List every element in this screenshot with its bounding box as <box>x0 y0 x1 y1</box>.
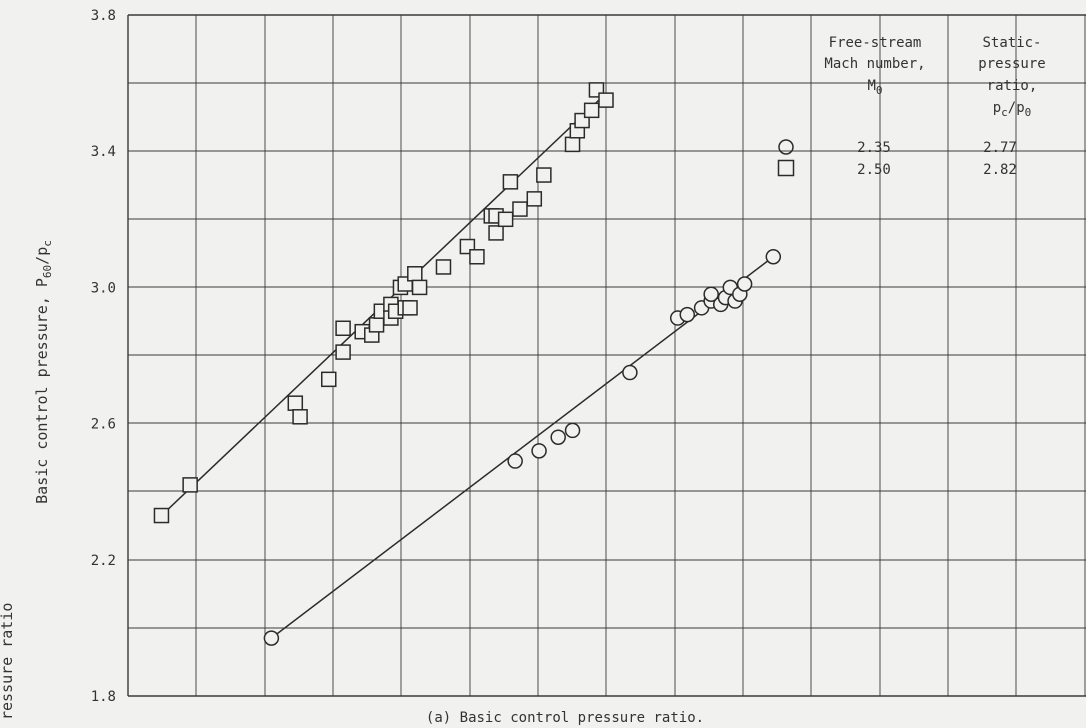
y-tick-label: 1.8 <box>91 689 116 705</box>
y-axis-title-main: Basic control pressure, P <box>33 278 51 504</box>
square-point <box>335 344 351 360</box>
circle-point <box>263 630 280 646</box>
y-tick-label: 2.2 <box>91 553 116 569</box>
grid <box>127 14 1086 697</box>
square-point <box>368 317 385 333</box>
legend-col1-symbol-main: M <box>867 78 875 94</box>
cut-axis-label: ressure ratio <box>0 603 16 720</box>
legend-col2-symbol: pc/p0 <box>993 100 1032 119</box>
square-point <box>182 477 198 493</box>
square-point <box>402 300 418 316</box>
square-point <box>321 371 337 388</box>
square-point <box>583 102 600 119</box>
legend-col2-symbol-slash: /p <box>1008 100 1025 116</box>
square-point <box>153 507 170 524</box>
square-point <box>292 409 308 425</box>
circle-point <box>550 429 566 445</box>
square-point <box>469 249 485 265</box>
legend-ratio-1: 2.77 <box>983 140 1017 156</box>
circle-point <box>531 443 547 459</box>
y-axis-title-sub2: c <box>41 240 54 247</box>
circle-point <box>622 364 638 381</box>
legend-mach-1: 2.35 <box>857 140 891 156</box>
circle-point <box>507 453 523 469</box>
y-tick-label: 3.8 <box>91 8 116 24</box>
square-point <box>411 279 428 296</box>
square-point <box>497 211 514 228</box>
circle-point <box>679 306 696 323</box>
square-point <box>536 167 552 183</box>
y-axis-title-mid: /p <box>33 247 51 265</box>
square-point <box>435 259 452 275</box>
legend-col2-line3: ratio, <box>987 78 1038 94</box>
y-tick-label: 3.4 <box>91 144 116 160</box>
square-point <box>512 201 528 217</box>
legend-col1-symbol: M0 <box>867 78 882 97</box>
fit-lines <box>160 92 774 639</box>
legend: Free-stream Mach number, M0 Static- pres… <box>777 35 1046 178</box>
legend-col2-line2: pressure <box>978 56 1045 72</box>
square-point <box>564 136 581 153</box>
legend-circle-marker <box>778 139 794 155</box>
circle-point <box>736 276 753 292</box>
chart-caption: (a) Basic control pressure ratio. <box>426 710 704 726</box>
circle-point <box>765 249 782 265</box>
square-point <box>488 225 504 241</box>
y-tick-label: 2.6 <box>91 417 116 433</box>
square-point <box>287 395 304 411</box>
legend-col1-line2: Mach number, <box>824 56 925 72</box>
square-point <box>502 174 519 190</box>
y-axis-title: Basic control pressure, P60/pc <box>33 240 54 504</box>
legend-col2-symbol-p: p <box>993 100 1001 116</box>
y-tick-label: 3.0 <box>91 280 116 296</box>
square-point <box>526 191 543 207</box>
y-ticks: 1.8 2.2 2.6 3.0 3.4 3.8 <box>91 8 116 705</box>
circle-point <box>564 422 581 439</box>
legend-ratio-2: 2.82 <box>983 162 1017 178</box>
legend-col2-symbol-0: 0 <box>1025 106 1032 119</box>
legend-mach-2: 2.50 <box>857 162 891 178</box>
legend-col1-symbol-sub: 0 <box>876 84 883 97</box>
square-point <box>407 266 423 282</box>
legend-square-marker <box>777 159 795 177</box>
circle-point <box>703 286 719 302</box>
legend-col1-line1: Free-stream <box>829 35 922 51</box>
data-markers <box>153 82 782 646</box>
square-point <box>598 92 614 108</box>
square-point <box>335 320 351 337</box>
legend-col2-symbol-c: c <box>1001 106 1008 119</box>
legend-col2-line1: Static- <box>982 35 1041 51</box>
y-axis-title-sub1: 60 <box>41 265 54 278</box>
